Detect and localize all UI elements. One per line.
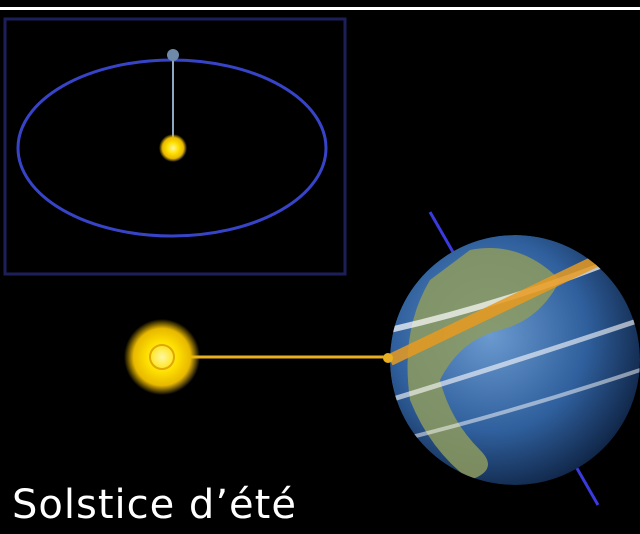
continent: [407, 248, 560, 480]
inset: [3, 17, 347, 276]
sun-core: [149, 344, 175, 370]
ray-hit: [383, 353, 393, 363]
caption: Solstice d’été: [12, 482, 297, 528]
small-sun: [159, 134, 187, 162]
small-earth: [167, 49, 179, 61]
cloud: [399, 368, 640, 442]
earth: [390, 235, 640, 485]
sun: [124, 319, 200, 395]
top-bar: [0, 7, 640, 10]
cloud: [390, 317, 640, 403]
